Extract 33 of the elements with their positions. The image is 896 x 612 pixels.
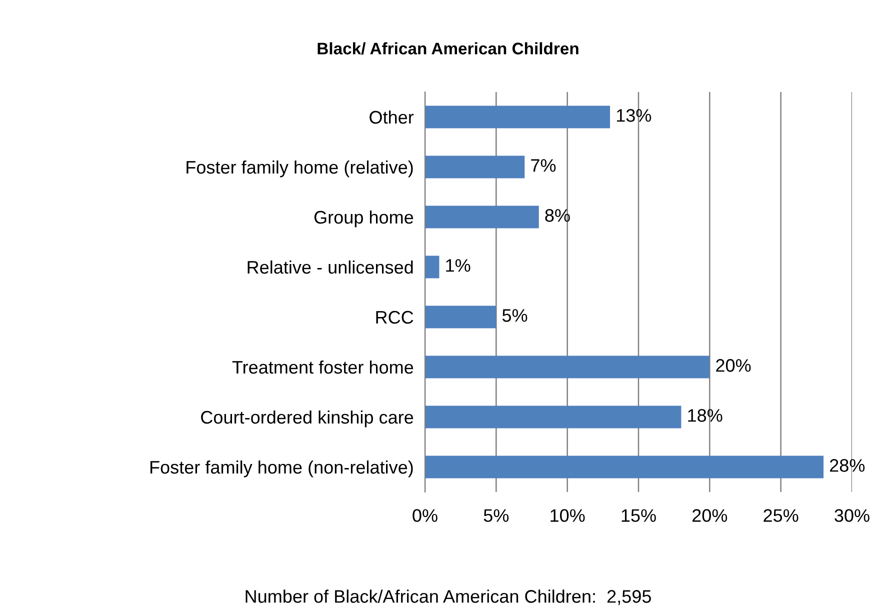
y-tick-label: Court-ordered kinship care [201, 410, 414, 428]
data-label: 7% [531, 159, 556, 172]
x-tick-label: 5% [484, 509, 509, 522]
x-tick-label: 0% [412, 509, 438, 522]
y-tick-label: Foster family home (relative) [186, 160, 413, 178]
x-tick-label: 20% [692, 509, 728, 522]
bar [425, 256, 440, 278]
y-tick-label: Group home [314, 210, 414, 228]
x-tick-label: 30% [834, 509, 870, 522]
data-label: 20% [716, 359, 751, 372]
bar [425, 206, 539, 228]
chart-title: Black/ African American Children [318, 42, 578, 55]
y-tick-label: Other [370, 110, 414, 124]
text: Number of Black/African American Children: 2,595 [246, 590, 651, 605]
bar [425, 106, 610, 128]
data-label: 28% [830, 459, 865, 472]
y-tick-label: Treatment foster home [232, 360, 414, 374]
x-tick-label: 15% [622, 509, 656, 522]
bar [425, 156, 525, 178]
bar [425, 456, 824, 478]
data-label: 8% [545, 209, 570, 222]
y-tick-label: Foster family home (non-relative) [150, 460, 413, 478]
y-tick-label: Relative - unlicensed [248, 260, 413, 274]
bar [425, 356, 710, 378]
data-label: 1% [446, 259, 470, 272]
y-tick-label: RCC [376, 310, 414, 324]
x-tick-label: 25% [764, 509, 798, 522]
data-label: 13% [616, 109, 652, 122]
bar [425, 406, 682, 428]
x-tick-label: 10% [550, 509, 585, 522]
data-label: 5% [502, 309, 528, 322]
data-label: 18% [688, 409, 722, 422]
bar [425, 306, 496, 328]
